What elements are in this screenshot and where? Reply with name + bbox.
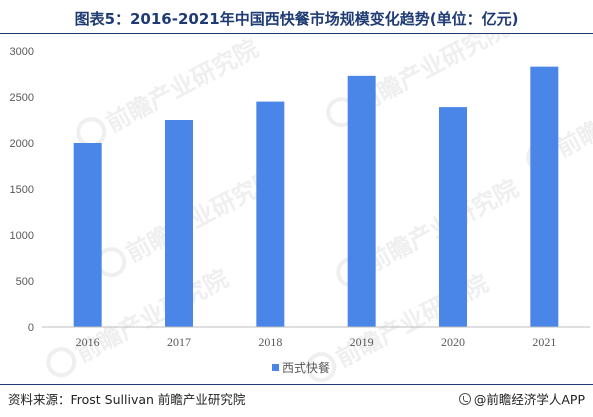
watermark-logo-icon [306, 352, 337, 383]
y-tick-label: 2500 [10, 92, 34, 104]
x-tick-label: 2017 [167, 335, 191, 349]
y-tick-label: 3000 [10, 46, 34, 58]
y-tick-label: 0 [28, 322, 34, 334]
brand-credit: @前瞻经济学人APP [458, 389, 585, 408]
bar [439, 107, 467, 328]
x-tick-label: 2016 [76, 335, 100, 349]
y-tick-label: 1500 [10, 184, 34, 196]
x-axis: 2016 2017 2018 2019 2020 2021 [42, 326, 590, 349]
bar [165, 120, 193, 327]
source-note: 资料来源：Frost Sullivan 前瞻产业研究院 [8, 392, 246, 407]
x-tick-label: 2018 [258, 335, 282, 349]
watermark: 前瞻产业研究院 [46, 264, 233, 378]
bar [256, 101, 285, 327]
bar [73, 143, 102, 327]
legend: 西式快餐 [272, 360, 330, 375]
bar [530, 66, 559, 327]
bar [347, 75, 376, 327]
chart-title: 图表5：2016-2021年中国西快餐市场规模变化趋势(单位：亿元) [74, 10, 519, 28]
x-tick-label: 2020 [441, 335, 465, 349]
x-tick-label: 2019 [350, 335, 374, 349]
legend-label: 西式快餐 [282, 360, 330, 375]
brand-text: @前瞻经济学人APP [473, 392, 585, 407]
watermark-text: 前瞻产业研究院 [352, 34, 513, 118]
y-tick-label: 2000 [10, 138, 34, 150]
y-tick-label: 1000 [10, 230, 34, 242]
legend-swatch [272, 364, 279, 371]
footer-divider [0, 384, 593, 385]
title-divider [0, 33, 593, 34]
x-tick-label: 2021 [532, 335, 556, 349]
bars-group [73, 66, 559, 328]
y-axis: 0 500 1000 1500 2000 2500 3000 [10, 46, 34, 334]
watermark-logo-icon [46, 347, 77, 378]
y-tick-label: 500 [16, 276, 34, 288]
brand-logo-icon [458, 392, 471, 405]
